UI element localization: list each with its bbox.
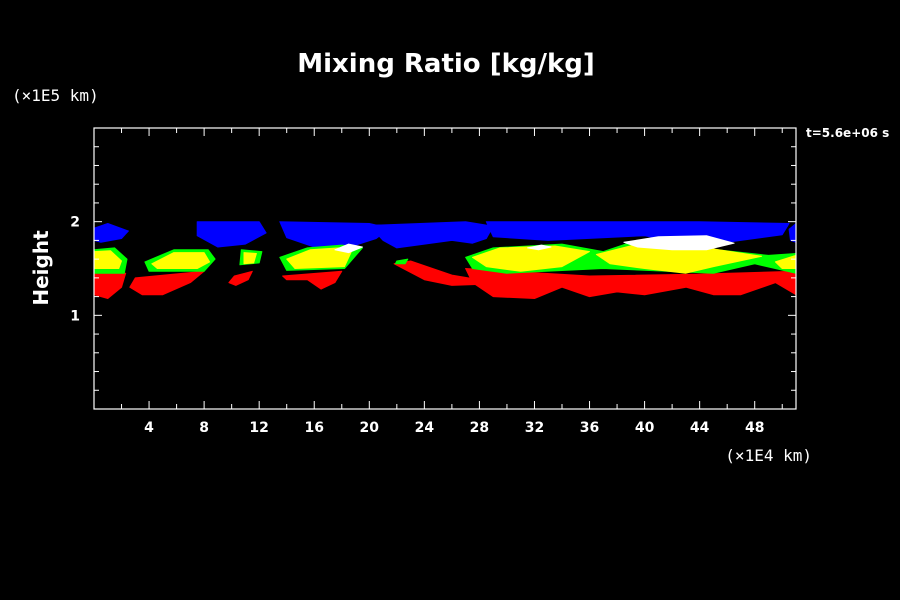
field-level-4-region-2	[623, 235, 735, 251]
plot-frame	[93, 127, 797, 410]
x-tick-label: 4	[144, 420, 154, 436]
y-tick-label: 1	[70, 308, 80, 324]
x-tick-label: 28	[470, 420, 489, 436]
time-label: t=5.6e+06 s	[806, 126, 889, 140]
contour-fields	[93, 221, 797, 299]
field-level-0-region-1	[196, 221, 267, 248]
x-tick-label: 12	[249, 420, 268, 436]
x-tick-label: 44	[690, 420, 710, 436]
field-level-3-region-4	[472, 245, 590, 272]
y-tick-label: 2	[70, 215, 80, 231]
x-tick-label: 8	[199, 420, 209, 436]
x-tick-label: 32	[525, 420, 544, 436]
field-level-1-region-5	[465, 268, 797, 299]
x-tick-label: 24	[415, 420, 435, 436]
x-tick-label: 48	[745, 420, 764, 436]
field-level-4-region-1	[527, 244, 552, 251]
field-level-0-region-2	[279, 221, 391, 248]
field-level-4-region-0	[334, 243, 363, 254]
field-level-1-region-3	[282, 270, 343, 290]
y-axis-label: Height	[29, 230, 53, 306]
chart-title: Mixing Ratio [kg/kg]	[297, 49, 595, 79]
field-level-3-region-2	[243, 252, 257, 265]
y-axis-unit: (×1E5 km)	[12, 86, 99, 105]
x-tick-label: 20	[360, 420, 380, 436]
field-level-2-region-4	[394, 258, 409, 265]
x-tick-label: 16	[304, 420, 323, 436]
x-tick-label: 40	[635, 420, 655, 436]
x-axis-unit: (×1E4 km)	[725, 446, 812, 465]
x-tick-label: 36	[580, 420, 599, 436]
field-level-3-region-1	[151, 252, 211, 269]
field-level-1-region-2	[228, 270, 253, 286]
field-level-0-region-3	[368, 221, 494, 249]
